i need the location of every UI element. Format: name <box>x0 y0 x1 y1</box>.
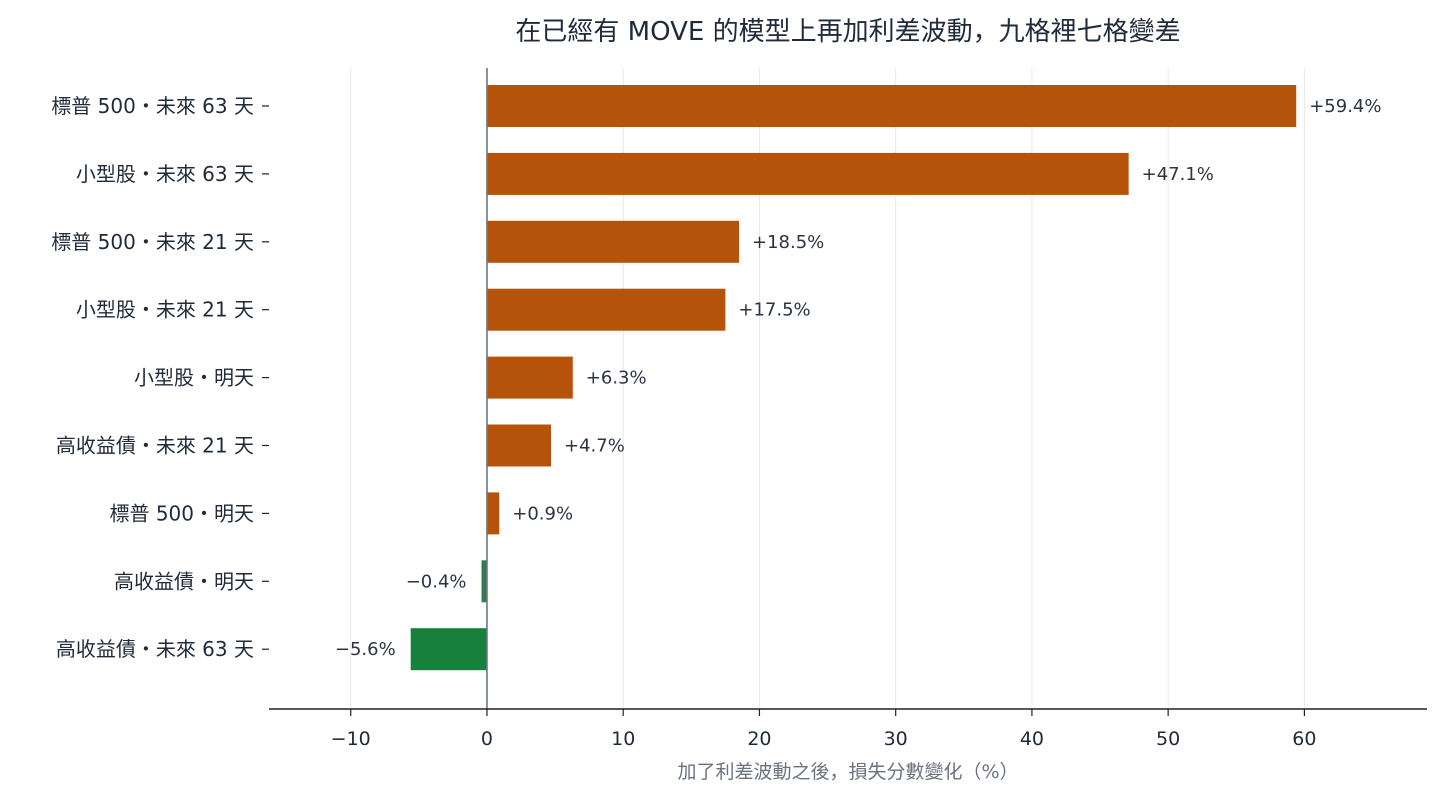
data-label: −0.4% <box>406 571 467 592</box>
data-label: +47.1% <box>1142 164 1214 185</box>
category-label: 小型股・未來 21 天 <box>76 298 254 322</box>
data-label: −5.6% <box>335 639 396 660</box>
category-label: 高收益債・未來 63 天 <box>56 637 254 661</box>
x-tick-label: 20 <box>747 728 771 750</box>
data-label: +18.5% <box>752 232 824 253</box>
x-tick-label: 0 <box>481 728 493 750</box>
chart-title: 在已經有 MOVE 的模型上再加利差波動，九格裡七格變差 <box>515 17 1180 47</box>
bar <box>486 492 500 535</box>
x-tick-label: 50 <box>1156 728 1180 750</box>
data-label: +4.7% <box>564 436 625 457</box>
bars: +59.4% +47.1% +18.5% +17.5% +6.3% +4.7% +0.9% −… <box>335 68 1381 709</box>
data-label: +0.9% <box>512 503 573 524</box>
bar <box>481 560 487 603</box>
bar <box>486 356 573 399</box>
data-label: +6.3% <box>586 368 647 389</box>
x-axis-title: 加了利差波動之後，損失分數變化（%） <box>677 761 1018 783</box>
category-label: 小型股・未來 63 天 <box>76 162 254 186</box>
x-tick-label: 40 <box>1020 728 1044 750</box>
bar <box>486 152 1129 195</box>
x-tick-label: −10 <box>331 728 371 750</box>
bar <box>486 288 726 331</box>
category-label: 高收益債・明天 <box>114 569 254 593</box>
bar <box>410 628 487 671</box>
x-tick-label: 60 <box>1292 728 1316 750</box>
category-label: 高收益債・未來 21 天 <box>56 434 254 458</box>
category-label: 標普 500・未來 21 天 <box>51 230 254 254</box>
category-label: 標普 500・明天 <box>109 501 254 525</box>
category-label: 標普 500・未來 63 天 <box>51 94 254 118</box>
bar <box>486 220 740 263</box>
category-label: 小型股・明天 <box>134 366 254 390</box>
x-tick-label: 10 <box>611 728 635 750</box>
x-axis: −10 0 10 20 30 40 50 60 <box>269 708 1427 750</box>
data-label: +17.5% <box>738 300 810 321</box>
data-label: +59.4% <box>1309 96 1381 117</box>
x-tick-label: 30 <box>884 728 908 750</box>
bar <box>486 424 552 467</box>
bar <box>486 85 1297 127</box>
